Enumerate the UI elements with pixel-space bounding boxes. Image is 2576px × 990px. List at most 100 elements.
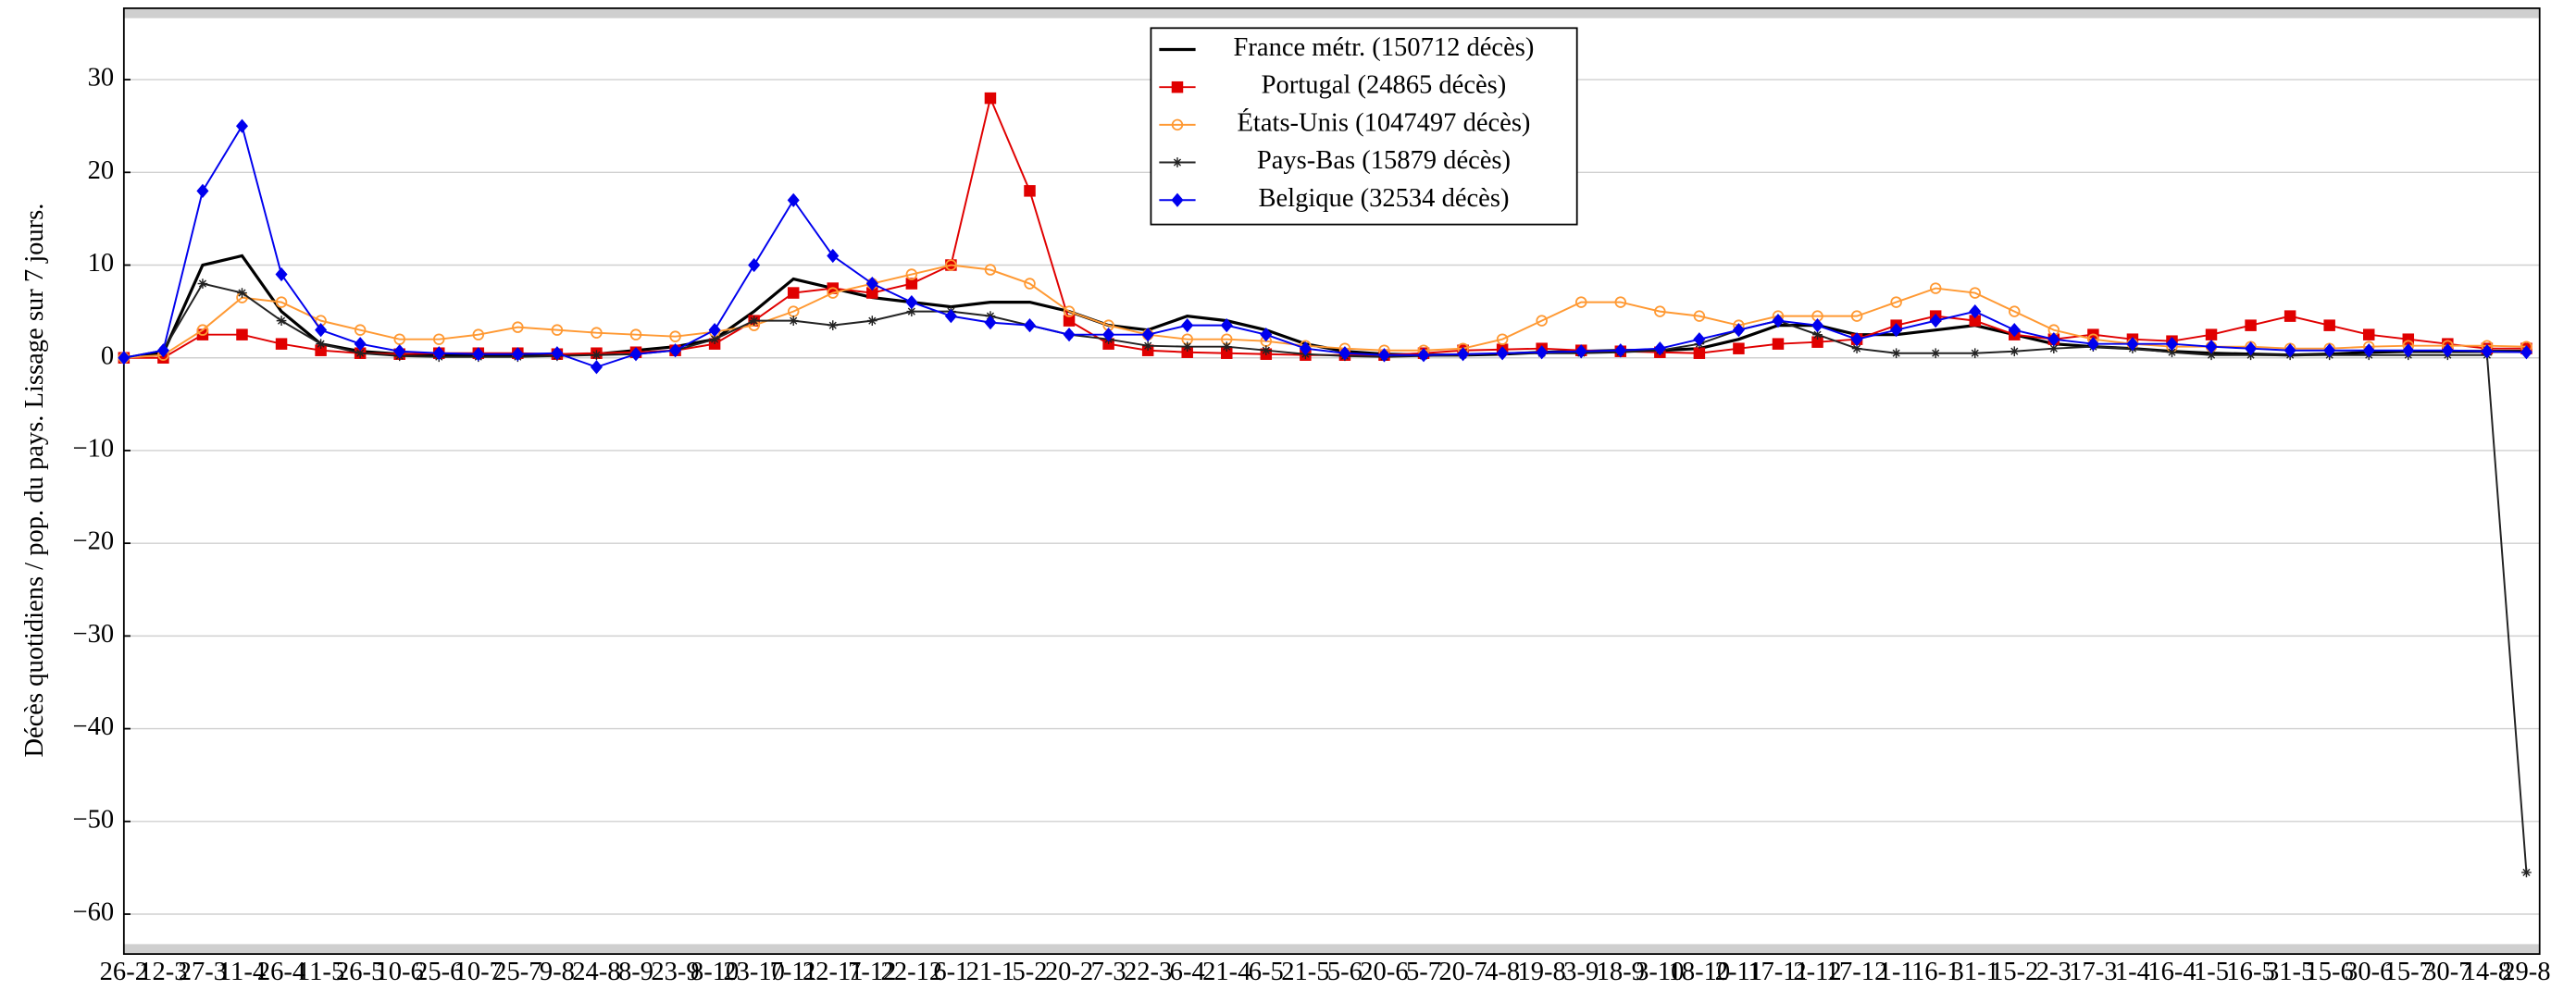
y-tick-label: −10 (73, 434, 115, 463)
marker (1811, 318, 1824, 333)
series-line (123, 123, 2527, 368)
marker (787, 287, 800, 299)
x-tick-label: 14-8 (2463, 958, 2511, 985)
marker (866, 316, 877, 326)
marker (1890, 296, 1902, 308)
x-tick-label: 6-4 (1170, 958, 1205, 985)
marker (275, 338, 288, 350)
marker (945, 259, 957, 271)
marker (1023, 318, 1037, 333)
x-tick-label: 11-4 (218, 958, 266, 985)
x-tick-label: 7-11 (770, 958, 817, 985)
marker (2441, 343, 2454, 358)
legend-label: Portugal (24865 décès) (1262, 71, 1507, 100)
x-tick-label: 15-2 (1990, 958, 2038, 985)
marker (2205, 328, 2218, 340)
marker (906, 306, 917, 316)
plot-frame (122, 7, 2541, 955)
x-tick-label: 26-5 (336, 958, 384, 985)
x-tick-label: 6-5 (1249, 958, 1284, 985)
marker (432, 333, 445, 345)
marker (1220, 318, 1233, 333)
marker (749, 316, 760, 326)
x-tick-label: 5-7 (1406, 958, 1441, 985)
marker (591, 350, 602, 361)
legend-marker (1171, 118, 1184, 131)
marker (1536, 315, 1548, 327)
marker (2047, 332, 2060, 347)
marker (1693, 332, 1706, 347)
marker (1377, 348, 1390, 363)
marker (276, 316, 287, 326)
x-tick-label: 22-11 (803, 958, 864, 985)
marker (1929, 314, 1942, 328)
marker (2205, 340, 2218, 354)
marker (511, 347, 524, 362)
marker (1693, 347, 1706, 359)
marker (787, 192, 800, 207)
marker (1417, 348, 1430, 363)
x-tick-label: 1-5 (2194, 958, 2229, 985)
marker (1024, 185, 1036, 197)
marker (2008, 323, 2021, 338)
x-tick-label: 1-1 (1879, 958, 1914, 985)
marker (709, 334, 720, 345)
marker (1299, 341, 1312, 356)
x-tick-label: 12-3 (139, 958, 187, 985)
marker (1614, 343, 1627, 358)
x-tick-label: 25-7 (493, 958, 541, 985)
x-tick-label: 7-3 (1091, 958, 1126, 985)
marker (1850, 332, 1863, 347)
legend-label: Pays-Bas (15879 décès) (1257, 146, 1511, 175)
marker (2323, 319, 2335, 331)
marker (2126, 337, 2139, 352)
x-tick-label: 23-9 (651, 958, 699, 985)
x-tick-label: 20-7 (1438, 958, 1487, 985)
band (123, 944, 2540, 955)
x-tick-label: 29-8 (2502, 958, 2550, 985)
x-tick-label: 17-11 (1748, 958, 1809, 985)
series-line (123, 282, 2528, 872)
marker (1732, 323, 1745, 338)
x-tick-label: 17-3 (2069, 958, 2117, 985)
x-tick-label: 31-1 (1951, 958, 1999, 985)
marker (629, 328, 642, 340)
marker (2165, 337, 2179, 352)
marker (1693, 310, 1706, 322)
x-tick-label: 3-10 (1636, 958, 1684, 985)
marker (1851, 343, 1862, 354)
marker (237, 288, 247, 298)
marker (944, 309, 957, 324)
marker (316, 339, 326, 350)
marker (1969, 304, 1982, 319)
marker (1261, 345, 1272, 356)
marker (1063, 315, 1076, 327)
marker (472, 347, 485, 362)
marker (1653, 341, 1666, 356)
x-tick-label: 8-9 (618, 958, 653, 985)
marker (1024, 278, 1036, 290)
marker (156, 343, 169, 358)
x-tick-label: 21-1 (966, 958, 1014, 985)
marker (2323, 343, 2336, 358)
x-tick-label: 21-4 (1202, 958, 1251, 985)
marker (708, 323, 721, 338)
marker (1850, 310, 1863, 322)
marker (1812, 329, 1823, 340)
x-tick-label: 10-6 (376, 958, 424, 985)
marker (1182, 341, 1193, 353)
marker (984, 264, 997, 276)
y-tick-label: −20 (73, 527, 115, 556)
marker (1733, 342, 1745, 354)
marker (472, 328, 485, 340)
marker (905, 268, 918, 280)
legend-marker (1172, 157, 1183, 167)
marker (1063, 305, 1076, 317)
marker (984, 92, 997, 105)
marker (1496, 333, 1509, 345)
marker (512, 321, 524, 333)
marker (591, 327, 603, 339)
marker (590, 360, 603, 375)
y-tick-label: −50 (73, 805, 115, 834)
